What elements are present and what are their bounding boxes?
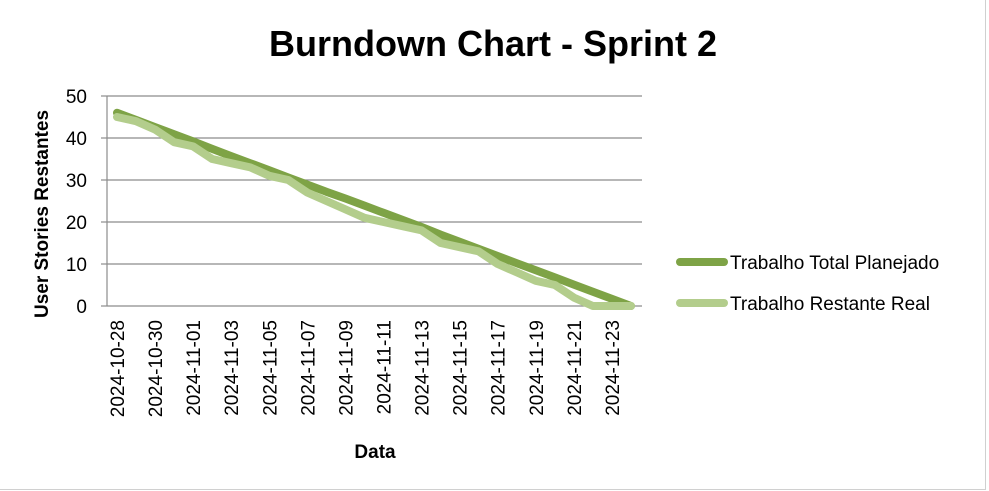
x-tick-label: 2024-11-15	[451, 320, 472, 416]
x-tick-label: 2024-11-19	[527, 320, 548, 416]
y-tick-label: 30	[66, 171, 87, 192]
y-tick-label: 50	[66, 87, 87, 108]
y-tick-label: 0	[76, 297, 87, 318]
x-tick-label: 2024-11-09	[336, 320, 357, 416]
series-line-1	[113, 108, 635, 310]
gridlines	[101, 95, 642, 307]
x-tick-label: 2024-10-30	[146, 320, 167, 417]
series-lines	[113, 108, 635, 310]
series-line-2	[113, 113, 635, 310]
legend: Trabalho Total Planejado Trabalho Restant…	[676, 253, 939, 315]
x-axis-label: Data	[354, 442, 396, 463]
x-tick-label: 2024-11-11	[375, 320, 396, 414]
x-tick-label: 2024-11-05	[260, 320, 281, 416]
x-tick-label: 2024-11-21	[565, 320, 586, 416]
chart-title: Burndown Chart - Sprint 2	[269, 23, 717, 64]
x-tick-label: 2024-11-01	[184, 320, 205, 416]
y-tick-label: 40	[66, 129, 87, 150]
y-tick-label: 20	[66, 213, 87, 234]
x-tick-label: 2024-11-23	[603, 320, 624, 416]
x-tick-label: 2024-11-13	[413, 320, 434, 416]
y-tick-label: 10	[66, 255, 87, 276]
x-tick-label: 2024-11-07	[298, 320, 319, 416]
legend-label: Trabalho Total Planejado	[730, 253, 939, 274]
x-tick-labels: 2024-10-28 2024-10-30 2024-11-01 2024-11-03…	[108, 320, 624, 417]
y-axis-label: User Stories Restantes	[32, 110, 53, 318]
x-tick-label: 2024-10-28	[108, 320, 129, 417]
x-tick-label: 2024-11-17	[489, 320, 510, 416]
x-tick-label: 2024-11-03	[222, 320, 243, 416]
y-tick-labels: 0 10 20 30 40 50	[66, 87, 87, 318]
legend-label: Trabalho Restante Real	[730, 294, 930, 315]
